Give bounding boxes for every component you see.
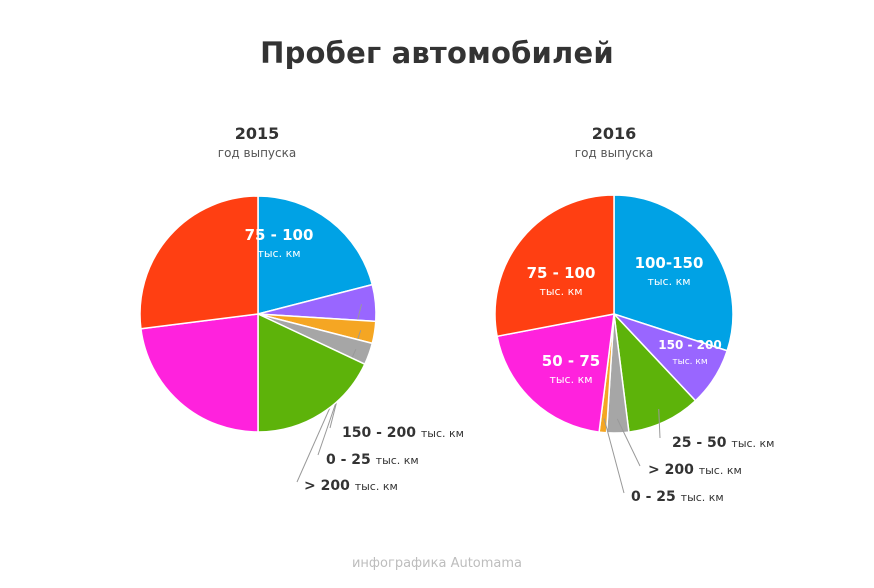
slice-unit-2016-75-100: тыс. км bbox=[539, 285, 582, 298]
slice-label-2015-over-200: > 200 тыс. км bbox=[304, 478, 398, 494]
slice-label-2016-0-25: 0 - 25 тыс. км bbox=[631, 489, 724, 505]
chart-2015-title: 2015 bbox=[234, 124, 280, 143]
slice-label-2015-0-25: 0 - 25 тыс. км bbox=[326, 452, 419, 468]
slice-label-2016-50-75: 50 - 75 bbox=[542, 352, 600, 370]
slice-2015-50-75 bbox=[140, 313, 259, 433]
slice-unit-2016-100-150: тыс. км bbox=[647, 275, 690, 288]
slice-label-2016-100-150: 100-150 bbox=[635, 254, 704, 272]
slice-label-2016-75-100: 75 - 100 bbox=[527, 264, 596, 282]
slice-label-2016-25-50: 25 - 50 тыс. км bbox=[672, 435, 774, 451]
chart-2016-subtitle: год выпуска bbox=[574, 146, 654, 160]
slice-2016-75-100 bbox=[494, 194, 615, 338]
slice-2015-75-100 bbox=[139, 195, 259, 330]
slice-label-2016-150-200: 150 - 200 bbox=[658, 338, 721, 352]
pie-2016: 100-150 тыс. км 150 - 200 тыс. км 25 - 50 ты… bbox=[494, 194, 774, 505]
slice-label-2015-75-100: 75 - 100 bbox=[245, 226, 314, 244]
slice-2015-25-50 bbox=[257, 313, 366, 433]
slice-unit-2015-75-100: тыс. км bbox=[257, 247, 300, 260]
leader-line-2016-over-200 bbox=[616, 418, 641, 467]
footer-credit: инфографика Automama bbox=[351, 556, 523, 571]
slice-2015-100-150 bbox=[257, 195, 374, 315]
leader-line-2016-25-50 bbox=[658, 408, 661, 439]
chart-2016-title: 2016 bbox=[591, 124, 637, 143]
slice-2016-25-50 bbox=[613, 313, 697, 433]
leader-line-2016-0-25 bbox=[603, 418, 625, 494]
slice-2016-100-150 bbox=[613, 194, 734, 352]
slice-2016-50-75 bbox=[496, 313, 615, 433]
slice-unit-2016-150-200: тыс. км bbox=[672, 357, 707, 367]
page-title: Пробег автомобилей bbox=[260, 36, 614, 70]
slice-unit-2016-50-75: тыс. км bbox=[549, 373, 592, 386]
chart-2015-subtitle: год выпуска bbox=[217, 146, 297, 160]
slice-label-2016-over-200: > 200 тыс. км bbox=[648, 462, 742, 478]
slice-label-2015-150-200: 150 - 200 тыс. км bbox=[342, 425, 464, 441]
